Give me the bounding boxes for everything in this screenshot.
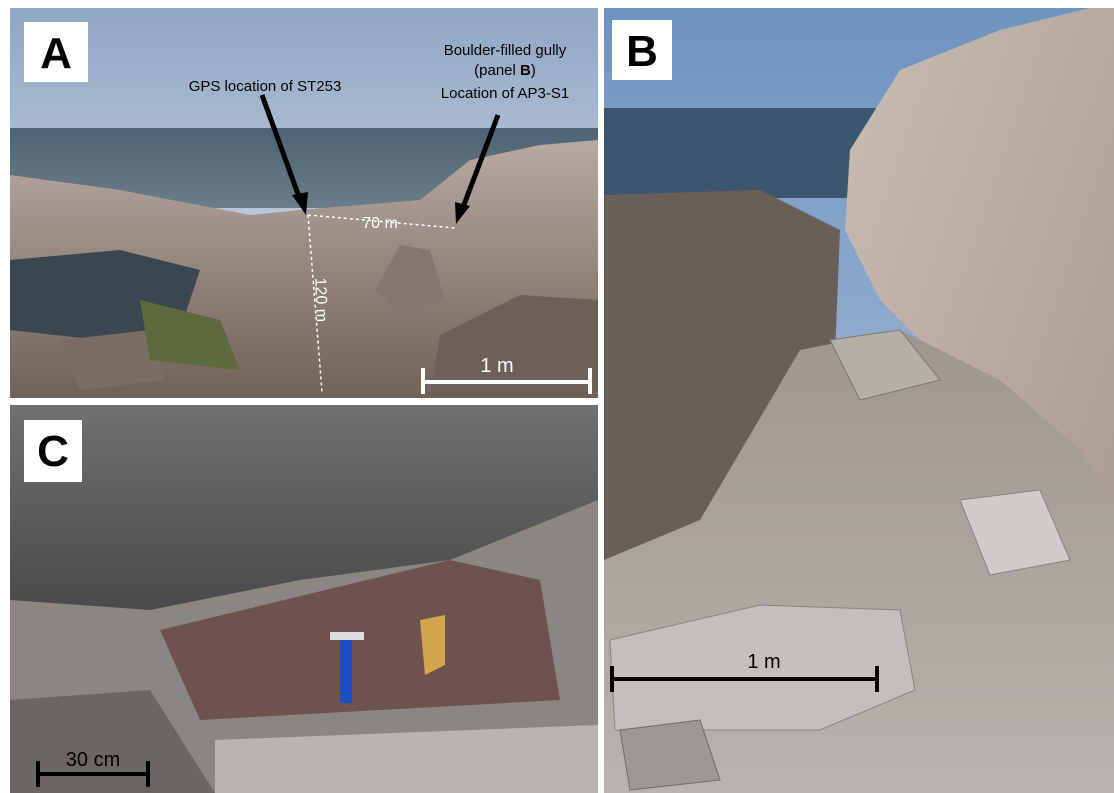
annotation: GPS location of ST253 (189, 78, 342, 95)
boulder (619, 719, 721, 791)
hammer-handle (340, 638, 352, 703)
panel-label: B (626, 27, 658, 76)
arrowhead (455, 202, 470, 224)
boulder (829, 329, 941, 401)
annotation-part: ) (531, 62, 536, 79)
panel-label: C (37, 427, 69, 476)
hammer-head (330, 632, 364, 640)
slab (609, 604, 916, 731)
scale-bar-label: 1 m (747, 651, 780, 673)
arrowhead (292, 192, 308, 215)
annotation: Boulder-filled gully (444, 42, 567, 59)
boulder (375, 245, 445, 315)
panel-a: A GPS location of ST253 Boulder-filled g… (10, 8, 598, 398)
orange-patch (420, 615, 445, 675)
rubble (10, 690, 215, 793)
panel-label-box (24, 22, 88, 82)
panel-b: B 1 m (604, 8, 1114, 793)
distance-label: 70 m (362, 215, 398, 232)
panel-c: C 30 cm (10, 405, 598, 793)
panel-label-box (24, 420, 82, 482)
scale-bar-label: 1 m (480, 355, 513, 377)
vegetation (140, 300, 240, 370)
scale-bar-label: 30 cm (66, 749, 120, 771)
arrow (259, 94, 305, 206)
arrow (459, 114, 501, 211)
annotation: Location of AP3-S1 (441, 85, 569, 102)
boulder (959, 489, 1071, 576)
panel-label-box (612, 20, 672, 80)
rock (430, 295, 598, 398)
distance-label: 120 m (311, 277, 330, 322)
distance-line (307, 214, 456, 229)
panel-label: A (40, 29, 72, 78)
rock (60, 330, 165, 390)
slab (215, 725, 598, 793)
annotation: (panel B) (474, 62, 536, 79)
overhang (10, 405, 598, 610)
annotation-ref: B (520, 62, 531, 79)
annotation-part: (panel (474, 62, 520, 79)
